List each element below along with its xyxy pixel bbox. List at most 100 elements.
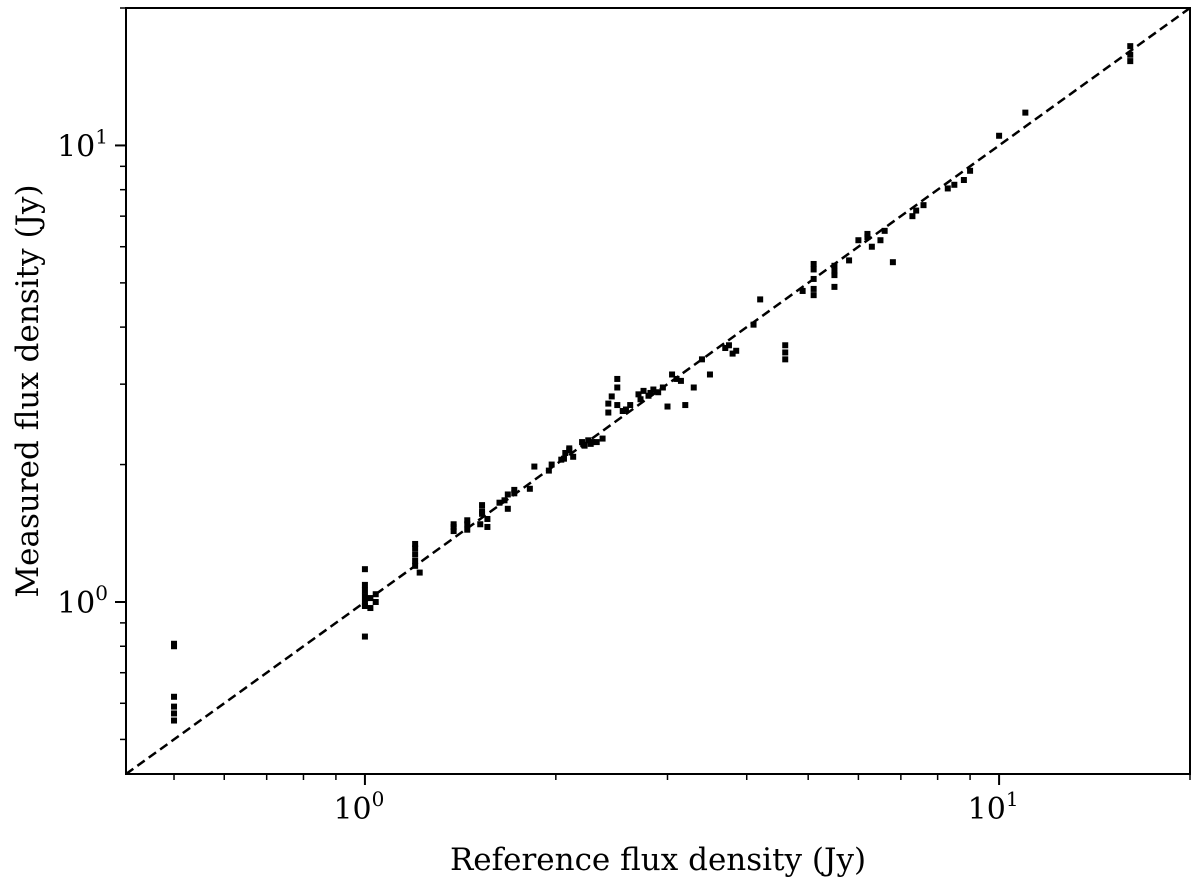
data-point [585,437,592,444]
data-point [501,497,508,504]
data-point [372,591,379,598]
data-point [682,402,689,409]
data-point [864,234,871,241]
data-point [619,408,626,415]
data-point [635,391,642,398]
data-point [614,384,621,391]
data-point [627,402,634,409]
data-point [171,640,178,647]
data-point [464,517,471,524]
data-point [640,387,647,394]
y-axis-label: Measured flux density (Jy) [10,184,46,597]
plot-frame [125,7,1191,775]
data-point [951,181,958,188]
points-layer [171,43,1134,724]
data-point [881,227,888,234]
data-point [647,389,654,396]
data-point [1022,109,1029,116]
data-point [889,259,896,266]
data-point [733,347,740,354]
data-point [570,453,577,460]
data-point [729,350,736,357]
data-point [599,435,606,442]
data-point [464,526,471,533]
data-point [372,598,379,605]
data-point [868,243,875,250]
data-point [614,375,621,382]
data-point [677,377,684,384]
data-point [810,266,817,273]
data-point [171,703,178,710]
data-point [909,213,916,220]
data-point [416,569,423,576]
data-point [605,409,612,416]
data-point [477,521,484,528]
data-point [531,463,538,470]
data-point [171,710,178,717]
data-point [361,587,368,594]
data-point [562,450,569,457]
data-point [367,605,374,612]
data-point [846,257,853,264]
data-point [608,393,615,400]
data-point [831,268,838,275]
data-point [412,545,419,552]
data-point [479,502,486,509]
data-point [412,551,419,558]
data-point [361,602,368,609]
reference-line-layer [125,6,1191,776]
data-point [361,598,368,605]
data-point [367,595,374,602]
data-point [622,406,629,413]
data-point [913,207,920,214]
data-point [484,523,491,530]
data-point [361,581,368,588]
data-point [1127,58,1134,65]
data-point [920,202,927,209]
data-point [698,356,705,363]
data-point [967,167,974,174]
data-point [650,386,657,393]
data-point [496,499,503,506]
data-point [464,521,471,528]
data-point [450,528,457,535]
data-point [690,384,697,391]
data-point [810,260,817,267]
data-point [669,371,676,378]
data-point [171,717,178,724]
data-point [799,287,806,294]
data-point [831,262,838,269]
data-point [782,349,789,356]
data-point [782,342,789,349]
data-point [750,321,757,328]
ticks-layer: 100 101 100 101 [57,7,1191,827]
data-point [757,296,764,303]
data-point [996,132,1003,139]
data-point [588,439,595,446]
reference-line [125,6,1191,776]
data-point [831,283,838,290]
data-point [171,693,178,700]
y-tick-label: 100 [57,581,108,621]
data-point [725,342,732,349]
data-point [655,389,662,396]
data-point [581,442,588,449]
y-tick-label: 101 [57,124,108,164]
data-point [1127,51,1134,58]
data-point [361,566,368,573]
data-point [511,486,518,493]
data-point [450,521,457,528]
data-point [1127,43,1134,50]
data-point [412,557,419,564]
data-point [659,384,666,391]
data-point [504,505,511,512]
data-point [361,593,368,600]
data-point [637,396,644,403]
data-point [560,455,567,462]
data-point [361,633,368,640]
data-point [810,275,817,282]
data-point [484,515,491,522]
x-tick-label: 101 [968,787,1019,827]
data-point [579,439,586,446]
